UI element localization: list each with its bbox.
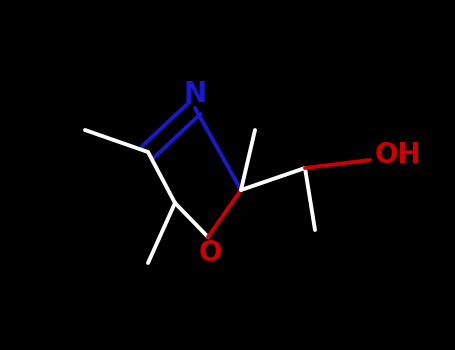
Text: OH: OH bbox=[374, 141, 421, 169]
Text: O: O bbox=[198, 239, 222, 267]
Text: N: N bbox=[183, 80, 207, 108]
